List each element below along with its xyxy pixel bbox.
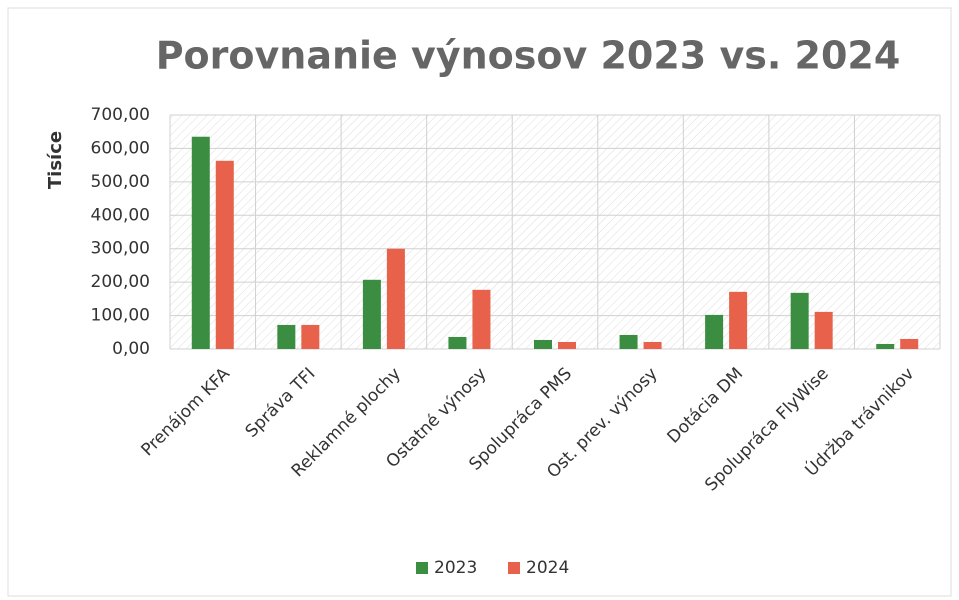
y-tick-label: 0,00	[112, 339, 150, 359]
chart-border	[7, 7, 952, 597]
y-tick-label: 200,00	[91, 272, 150, 292]
legend-label: 2024	[526, 558, 569, 578]
bar	[448, 336, 467, 349]
bar	[876, 343, 895, 349]
chart-title: Porovnanie výnosov 2023 vs. 2024	[156, 34, 901, 78]
y-tick-label: 400,00	[91, 205, 150, 225]
bar	[814, 311, 833, 349]
bar	[191, 136, 210, 349]
bar	[705, 314, 724, 349]
bar	[472, 289, 491, 349]
x-tick-label: Prenájom KFA	[137, 364, 234, 461]
bar	[729, 291, 748, 349]
legend-label: 2023	[434, 558, 477, 578]
bar	[643, 341, 662, 349]
bar	[558, 341, 576, 349]
plot-area	[170, 115, 940, 349]
bar	[362, 279, 381, 349]
y-tick-label: 600,00	[91, 138, 150, 158]
bar	[301, 324, 320, 349]
y-tick-label: 700,00	[91, 105, 150, 125]
bar	[900, 338, 919, 349]
bar	[534, 339, 552, 349]
y-axis-label: Tisíce	[45, 131, 66, 189]
bar	[386, 248, 405, 349]
y-tick-label: 500,00	[91, 172, 150, 192]
x-tick-label: Správa TFI	[242, 364, 320, 442]
x-tick-label: Dotácia DM	[664, 364, 748, 448]
bar	[215, 160, 234, 349]
y-tick-label: 100,00	[91, 306, 150, 326]
bar	[277, 324, 296, 349]
legend-swatch	[416, 562, 428, 574]
bar	[790, 292, 809, 349]
y-tick-label: 300,00	[91, 239, 150, 259]
legend-swatch	[508, 562, 520, 574]
bar	[619, 334, 638, 349]
